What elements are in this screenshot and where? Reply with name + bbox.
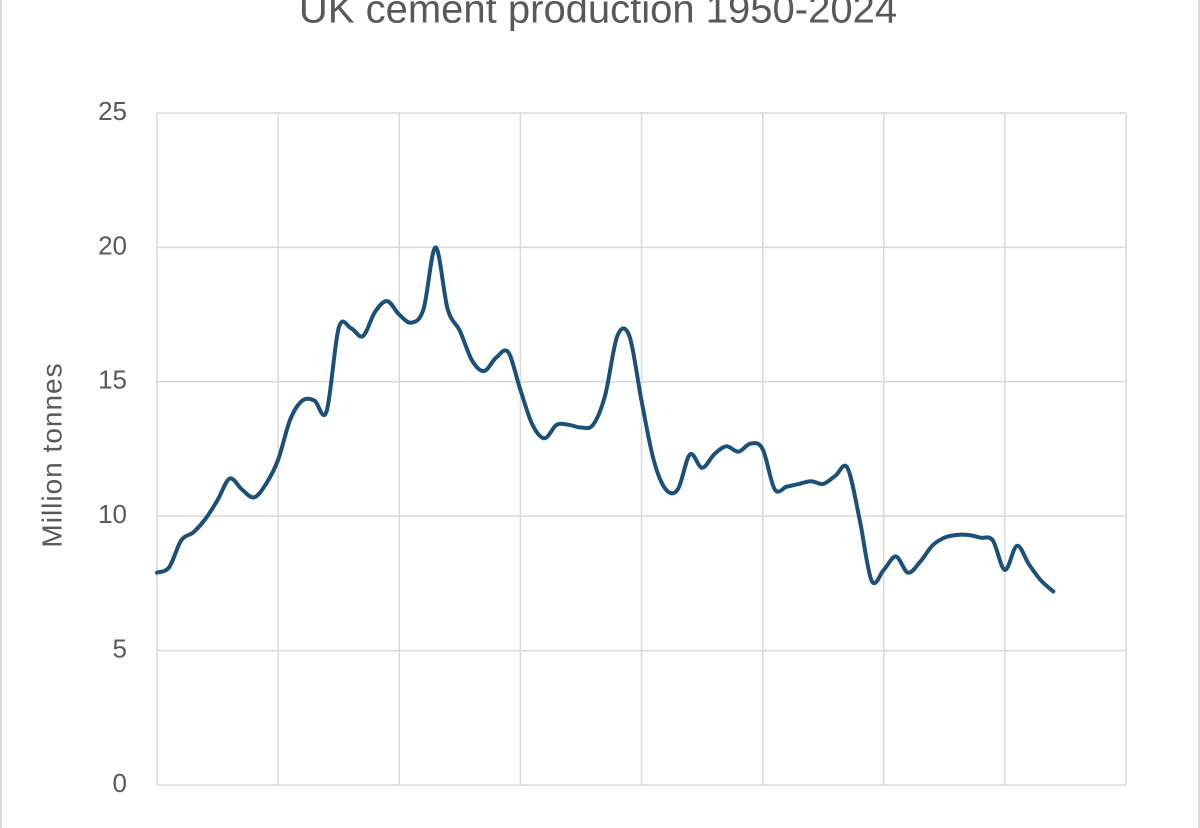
- y-tick-label: 15: [98, 365, 127, 395]
- y-tick-label: 10: [98, 499, 127, 529]
- y-tick-label: 0: [113, 768, 127, 798]
- chart-title: UK cement production 1950-2024: [299, 0, 897, 32]
- y-axis-label: Million tonnes: [36, 362, 67, 547]
- y-tick-label: 5: [113, 633, 127, 663]
- y-tick-label: 25: [98, 96, 127, 126]
- y-tick-label: 20: [98, 230, 127, 260]
- data-line: [155, 245, 1056, 594]
